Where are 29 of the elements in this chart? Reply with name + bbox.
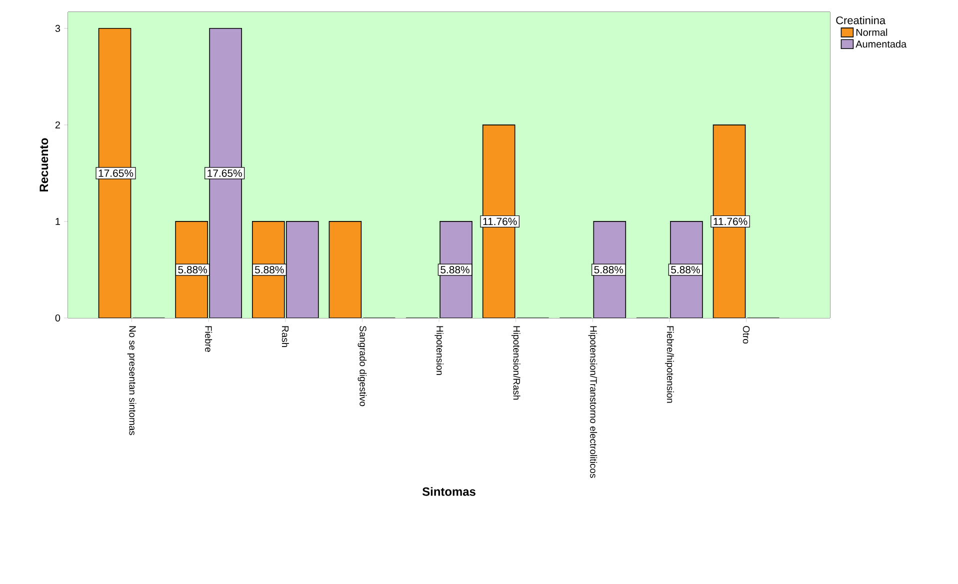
- bar: [329, 221, 362, 318]
- y-axis-title: Recuento: [40, 138, 48, 192]
- y-tick-label: 3: [55, 24, 60, 32]
- annotation: 5.88%: [671, 266, 700, 274]
- x-tick-label: Fiebre: [205, 326, 212, 352]
- y-tick-label: 1: [56, 218, 60, 225]
- annotation: 5.88%: [594, 266, 624, 274]
- annotation: 5.88%: [440, 266, 470, 274]
- legend-label: Aumentada: [856, 40, 907, 48]
- legend-label: Normal: [856, 28, 888, 36]
- x-tick-label: Rash: [282, 326, 289, 347]
- annotation: 11.76%: [714, 218, 748, 226]
- x-axis-title: Sintomas: [422, 487, 476, 496]
- y-tick-label: 2: [55, 121, 60, 128]
- annotation: 17.65%: [98, 169, 134, 177]
- bar: [286, 221, 318, 318]
- x-tick-label: Fiebre/hipotension: [665, 326, 674, 403]
- x-tick-label: Sangrado digestivo: [358, 326, 367, 406]
- x-tick-label: Hipotension/Transtorno electroliticos: [588, 326, 598, 478]
- x-tick-label: No se presentan sintomas: [127, 326, 136, 436]
- x-tick-label: Otro: [742, 326, 750, 344]
- annotation: 11.76%: [483, 218, 517, 226]
- x-tick-label: Hipotension/Rash: [511, 326, 520, 400]
- annotation: 5.88%: [178, 266, 208, 274]
- annotation: 5.88%: [254, 266, 284, 274]
- legend-title: Creatinina: [836, 16, 886, 24]
- y-tick-label: 0: [55, 314, 60, 322]
- annotation: 17.65%: [208, 169, 242, 177]
- x-tick-label: Hipotension: [434, 326, 444, 375]
